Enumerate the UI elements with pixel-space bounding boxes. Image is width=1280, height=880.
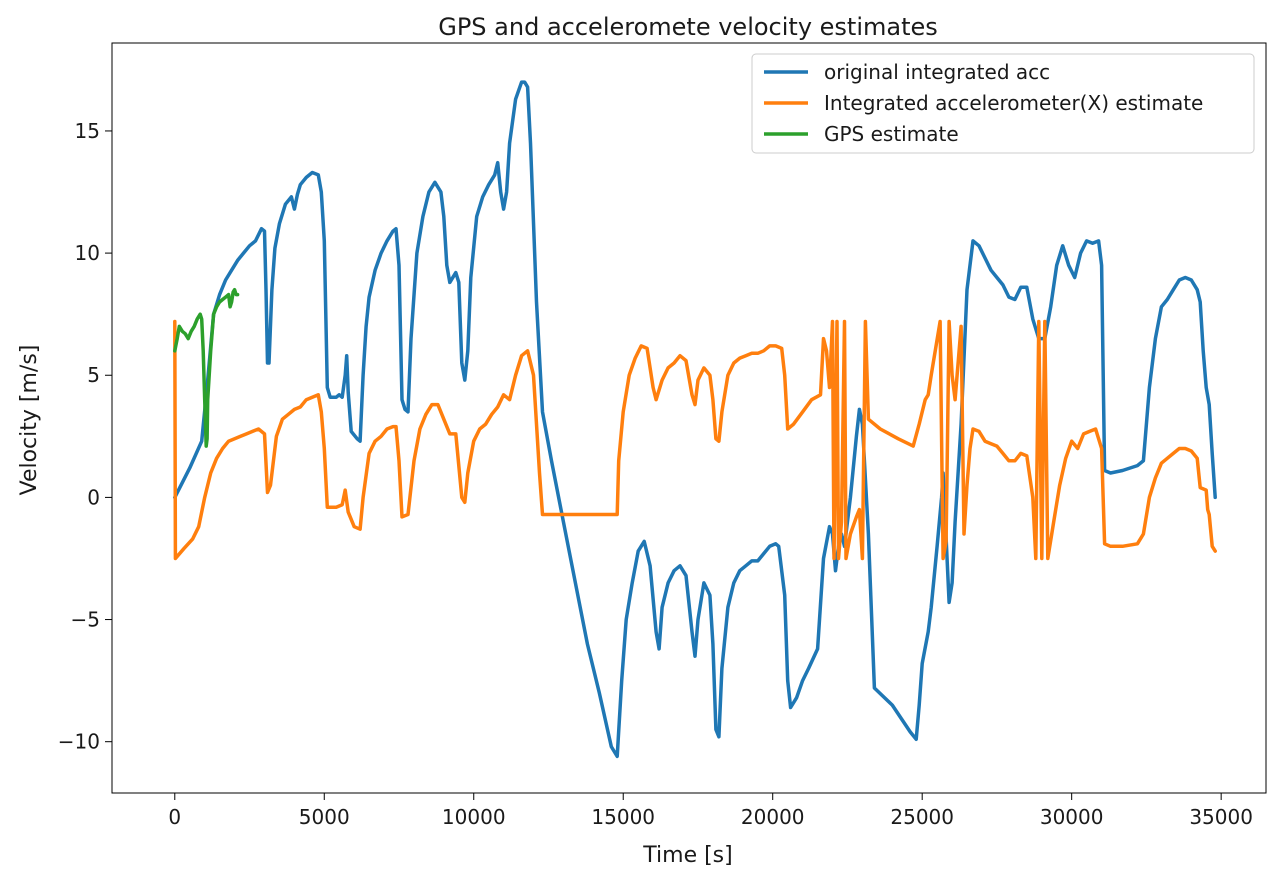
legend-label-1: original integrated acc xyxy=(824,60,1050,84)
series-line-1 xyxy=(173,80,1217,759)
series-lines xyxy=(173,80,1217,759)
legend-box xyxy=(751,53,1255,154)
y-tick-label: 5 xyxy=(87,363,100,387)
y-tick-label: −5 xyxy=(71,608,100,632)
series-line-2 xyxy=(173,319,1217,561)
y-tick-label: 0 xyxy=(87,485,100,509)
chart-title: GPS and acceleromete velocity estimates xyxy=(438,13,938,41)
x-tick-label: 25000 xyxy=(890,805,954,829)
y-axis-label: Velocity [m/s] xyxy=(17,345,42,496)
y-tick-label: 10 xyxy=(75,241,100,265)
series-line-3 xyxy=(173,287,240,448)
x-axis-label: Time [s] xyxy=(642,843,732,868)
plot-area xyxy=(111,42,1267,794)
x-axis: 0 5000 10000 15000 20000 25000 30000 35000 xyxy=(168,793,1253,829)
x-tick-label: 30000 xyxy=(1040,805,1104,829)
x-tick-label: 0 xyxy=(168,805,181,829)
x-tick-label: 35000 xyxy=(1189,805,1253,829)
legend-label-2: Integrated accelerometer(X) estimate xyxy=(824,91,1203,115)
x-tick-label: 20000 xyxy=(741,805,805,829)
x-tick-label: 5000 xyxy=(299,805,350,829)
y-axis: −10 −5 0 5 10 15 xyxy=(58,119,112,754)
x-tick-label: 15000 xyxy=(591,805,655,829)
legend-label-3: GPS estimate xyxy=(824,122,959,146)
x-tick-label: 10000 xyxy=(442,805,506,829)
legend: original integrated acc Integrated accele… xyxy=(751,53,1255,154)
y-tick-label: 15 xyxy=(75,119,100,143)
plot-frame xyxy=(111,42,1267,794)
y-tick-label: −10 xyxy=(58,730,100,754)
